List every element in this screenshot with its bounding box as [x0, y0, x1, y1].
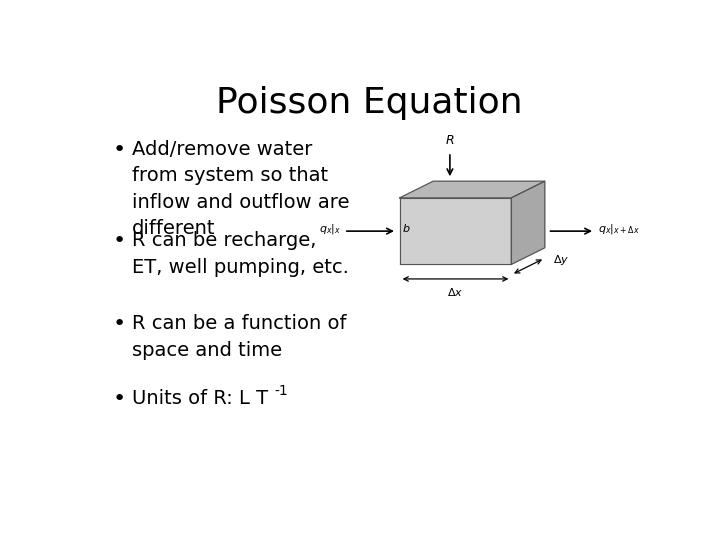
Text: $\Delta x$: $\Delta x$: [447, 286, 464, 299]
Text: $q_x|_{x+\Delta x}$: $q_x|_{x+\Delta x}$: [598, 222, 640, 236]
Text: •: •: [112, 140, 125, 160]
Text: $q_x|_x$: $q_x|_x$: [319, 222, 341, 236]
Text: •: •: [112, 389, 125, 409]
Text: Poisson Equation: Poisson Equation: [216, 85, 522, 119]
Polygon shape: [511, 181, 545, 265]
Text: b: b: [402, 224, 410, 234]
Text: R: R: [446, 134, 454, 147]
Text: R can be a function of
space and time: R can be a function of space and time: [132, 314, 346, 360]
Polygon shape: [400, 198, 511, 265]
Text: Units of R: L T: Units of R: L T: [132, 389, 268, 408]
Text: -1: -1: [274, 384, 288, 398]
Text: •: •: [112, 314, 125, 334]
Polygon shape: [400, 181, 545, 198]
Text: •: •: [112, 231, 125, 251]
Text: $\Delta y$: $\Delta y$: [553, 253, 570, 267]
Text: Add/remove water
from system so that
inflow and outflow are
different: Add/remove water from system so that inf…: [132, 140, 349, 238]
Text: R can be recharge,
ET, well pumping, etc.: R can be recharge, ET, well pumping, etc…: [132, 231, 348, 276]
